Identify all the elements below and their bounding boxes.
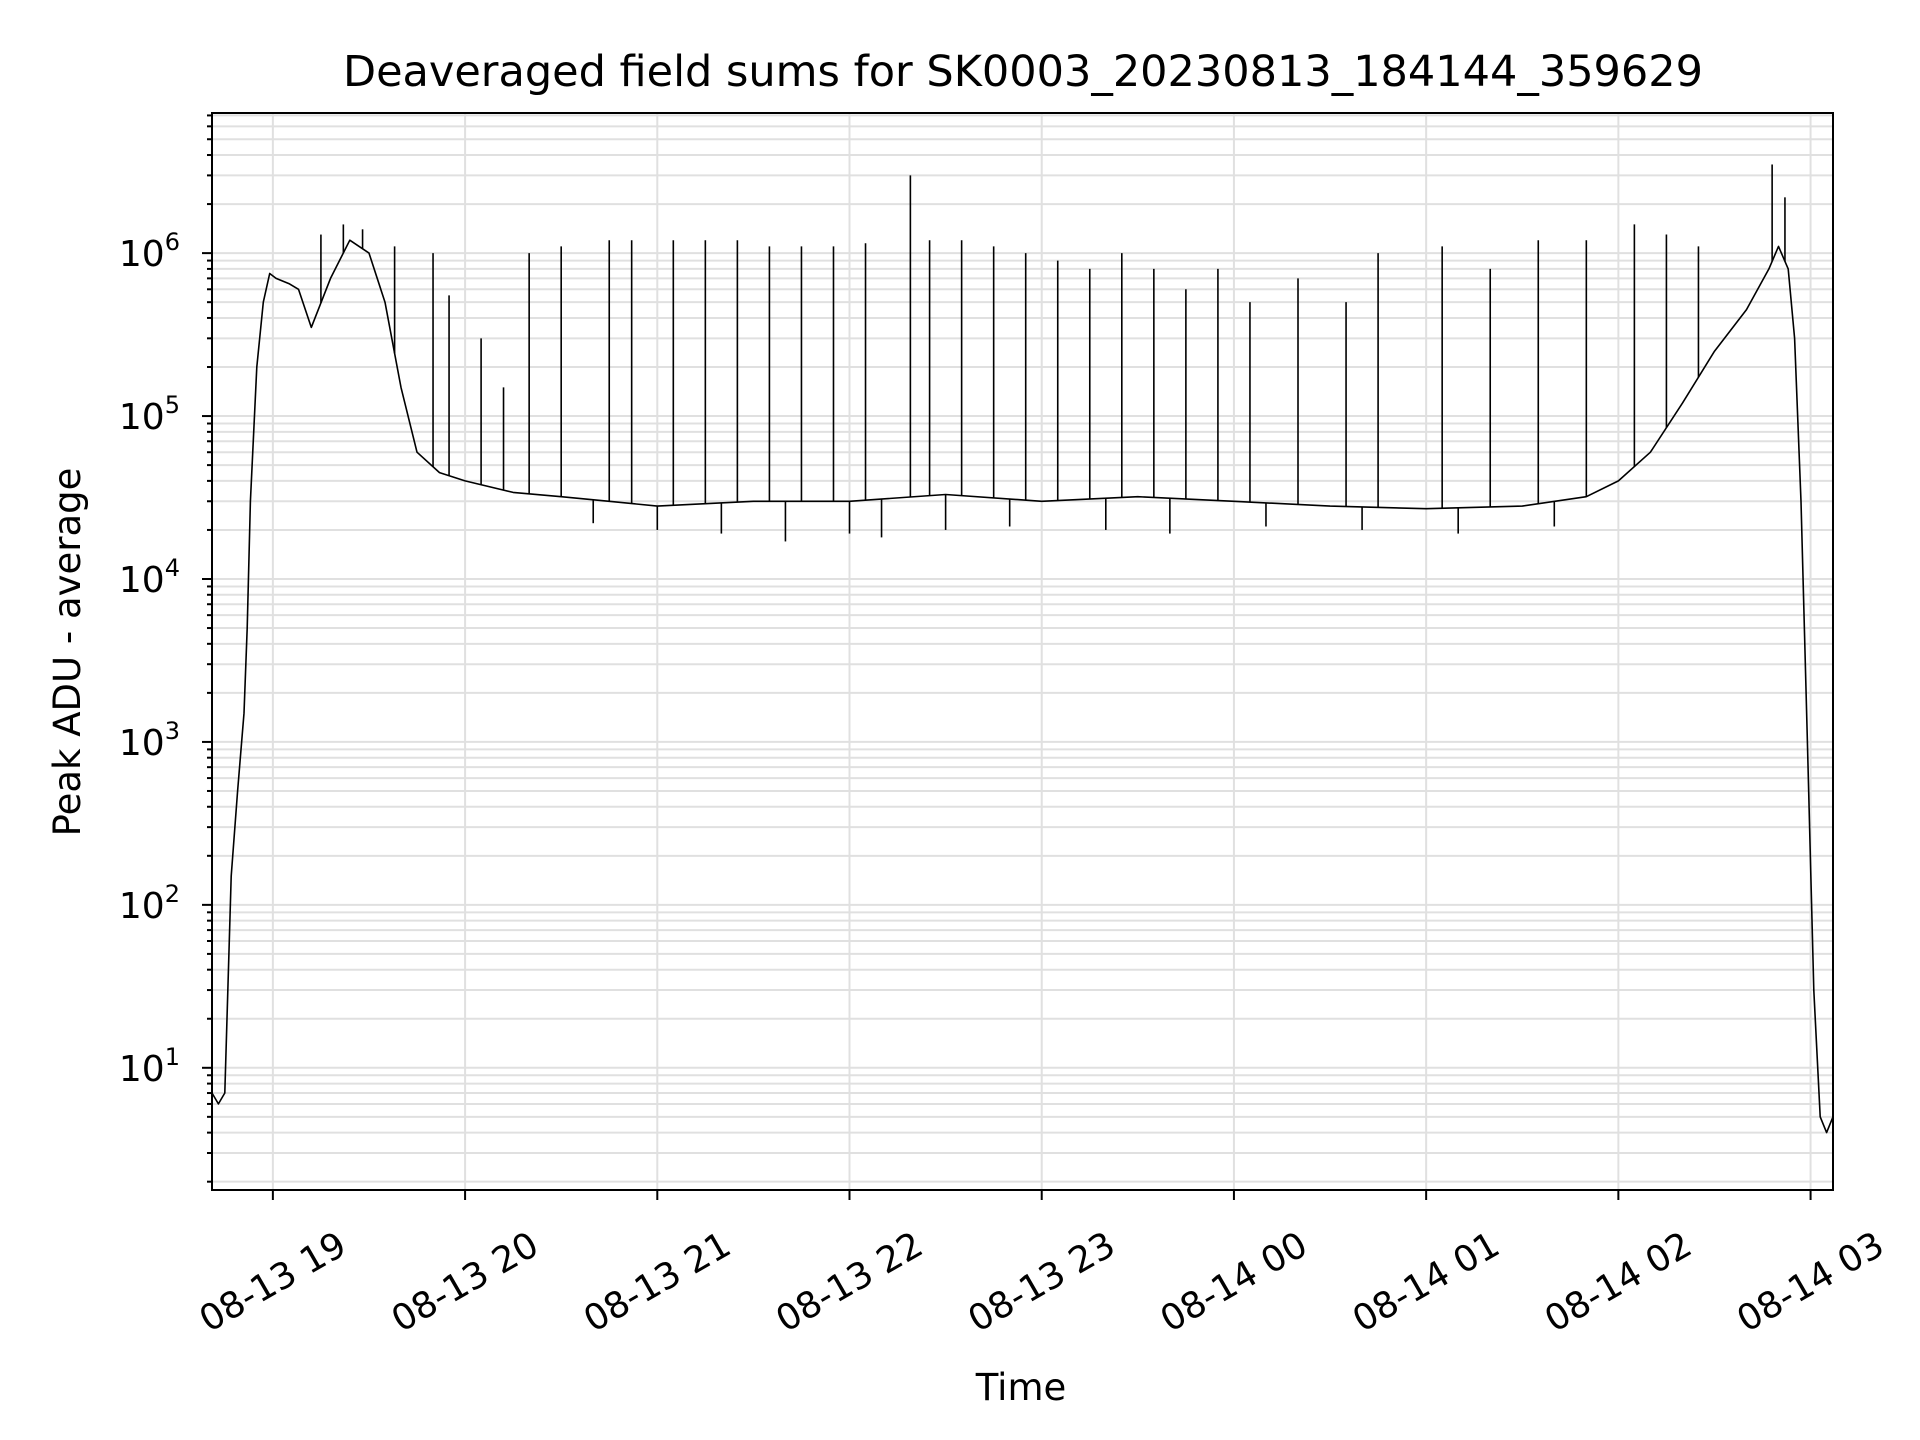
series-line [211, 239, 1834, 1134]
data-layer [211, 164, 1834, 1134]
x-tick-label: 08-13 22 [769, 1224, 930, 1340]
y-tick-label: 102 [119, 880, 180, 927]
x-tick-label: 08-14 02 [1538, 1224, 1699, 1340]
plot-frame [211, 112, 1834, 1191]
x-tick-label: 08-13 19 [193, 1224, 354, 1340]
grid-layer [212, 113, 1833, 1190]
y-tick-label: 105 [119, 391, 180, 438]
x-tick-label: 08-14 01 [1346, 1224, 1507, 1340]
x-tick-label: 08-14 03 [1730, 1224, 1891, 1340]
y-tick-label: 101 [119, 1043, 180, 1090]
x-tick-label: 08-13 23 [962, 1224, 1123, 1340]
x-tick-label: 08-14 00 [1154, 1224, 1315, 1340]
y-axis-label: Peak ADU - average [46, 468, 89, 837]
x-tick-label: 08-13 21 [577, 1224, 738, 1340]
y-tick-label: 104 [119, 554, 180, 601]
x-axis-label: Time [975, 1366, 1067, 1409]
x-tick-label: 08-13 20 [385, 1224, 546, 1340]
chart-title: Deaveraged field sums for SK0003_2023081… [343, 47, 1703, 97]
y-tick-label: 106 [119, 228, 180, 275]
y-tick-label: 103 [119, 717, 180, 764]
